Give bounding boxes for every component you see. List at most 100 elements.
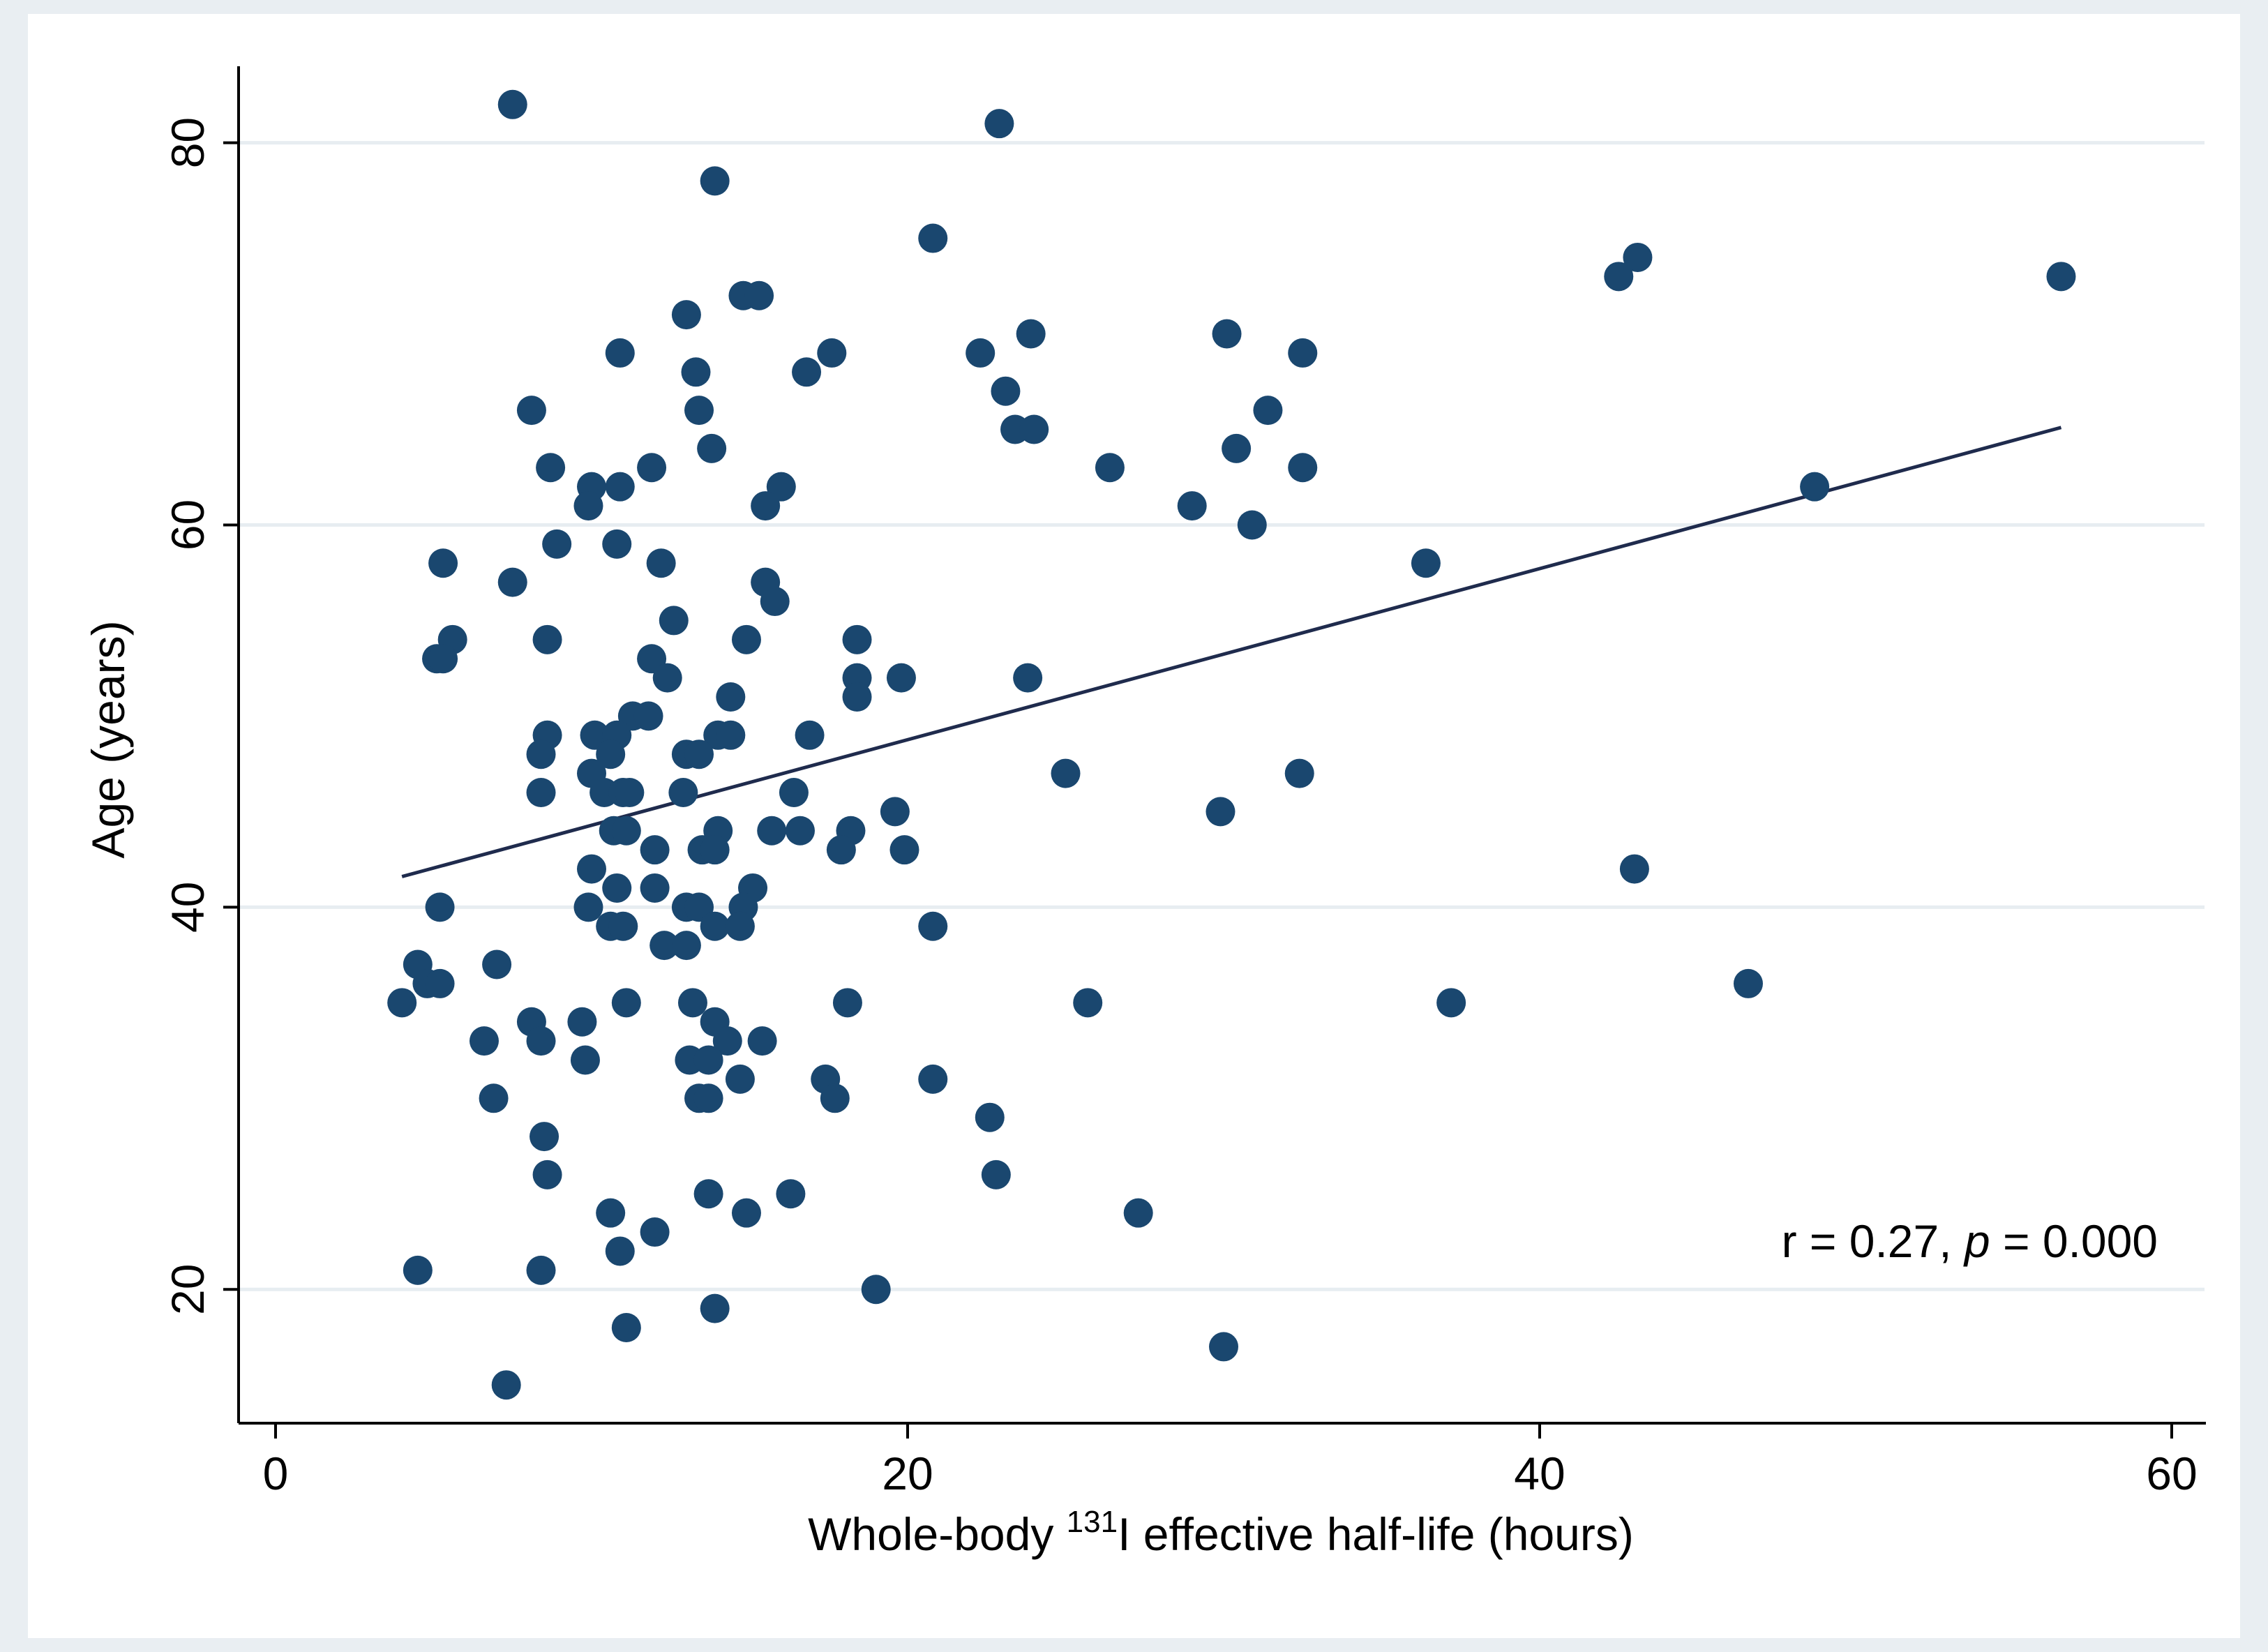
data-point-97: [640, 873, 670, 903]
data-point-110: [671, 931, 701, 961]
data-point-87: [785, 816, 815, 846]
data-point-138: [820, 1083, 850, 1113]
data-point-9: [671, 300, 701, 330]
y-axis-label: Age (years): [82, 620, 134, 858]
data-point-27: [637, 453, 667, 483]
x-axis-label: Whole-body 131I effective half-life (hou…: [808, 1505, 1634, 1560]
data-point-99: [425, 892, 455, 922]
data-point-92: [826, 835, 856, 865]
data-point-15: [1212, 319, 1242, 349]
annotation-prefix: r = 0.27,: [1782, 1215, 1965, 1267]
data-point-84: [611, 816, 641, 846]
data-point-145: [596, 1198, 626, 1228]
data-point-74: [1284, 758, 1314, 788]
data-point-137: [693, 1083, 723, 1113]
x-axis-label-superscript: 131: [1067, 1505, 1118, 1539]
data-point-155: [1209, 1332, 1238, 1362]
data-point-36: [1177, 491, 1207, 521]
data-point-144: [776, 1179, 806, 1209]
data-point-41: [646, 548, 676, 578]
data-point-61: [633, 701, 663, 731]
data-point-69: [596, 739, 626, 769]
data-point-81: [880, 797, 910, 827]
data-point-106: [700, 911, 730, 941]
data-point-1: [984, 109, 1014, 139]
data-point-26: [536, 453, 566, 483]
data-point-116: [387, 988, 417, 1018]
data-point-10: [605, 338, 635, 368]
data-point-105: [608, 911, 638, 941]
data-point-93: [889, 835, 919, 865]
data-point-14: [1016, 319, 1046, 349]
data-point-95: [577, 854, 606, 884]
data-point-3: [918, 223, 948, 253]
data-point-129: [570, 1045, 600, 1075]
data-point-35: [751, 491, 781, 521]
data-point-58: [716, 682, 746, 712]
data-point-29: [1288, 453, 1318, 483]
data-point-135: [479, 1083, 509, 1113]
data-point-39: [602, 529, 632, 559]
x-tick-label-60: 60: [2146, 1448, 2197, 1499]
data-point-91: [700, 835, 730, 865]
data-point-34: [573, 491, 603, 521]
data-point-156: [491, 1370, 521, 1400]
data-point-153: [700, 1293, 730, 1323]
data-point-46: [659, 606, 689, 636]
data-point-89: [640, 835, 670, 865]
data-point-43: [497, 567, 527, 597]
data-point-82: [1206, 797, 1236, 827]
data-point-154: [611, 1313, 641, 1343]
x-tick-label-20: 20: [882, 1448, 933, 1499]
data-point-140: [530, 1122, 560, 1152]
data-point-75: [526, 777, 556, 807]
data-point-112: [482, 949, 512, 979]
tick-labels: 20 40 60 80 0 20 40 60: [162, 117, 2198, 1499]
data-point-142: [981, 1159, 1011, 1189]
data-point-59: [842, 682, 872, 712]
data-point-96: [602, 873, 632, 903]
data-point-109: [649, 931, 679, 961]
data-point-2: [700, 166, 730, 196]
x-axis-label-prefix: Whole-body: [808, 1508, 1067, 1560]
data-point-6: [2046, 262, 2076, 292]
data-point-68: [526, 739, 556, 769]
x-axis-label-suffix: I effective half-life (hours): [1118, 1508, 1634, 1560]
data-point-50: [842, 624, 872, 654]
data-point-23: [1019, 414, 1049, 444]
correlation-annotation: r = 0.27, p = 0.000: [1782, 1215, 2158, 1267]
data-point-94: [1619, 854, 1649, 884]
data-point-147: [1123, 1198, 1153, 1228]
data-point-33: [1800, 472, 1830, 502]
data-point-132: [725, 1064, 755, 1094]
data-point-25: [1222, 433, 1252, 463]
data-point-24: [697, 433, 727, 463]
data-point-12: [966, 338, 996, 368]
data-point-80: [779, 777, 809, 807]
data-point-8: [744, 280, 774, 310]
data-point-148: [640, 1217, 670, 1247]
data-point-49: [731, 624, 761, 654]
data-point-146: [731, 1198, 761, 1228]
data-point-19: [516, 396, 546, 426]
data-point-16: [681, 357, 711, 387]
annotation-p-italic: p: [1963, 1215, 1990, 1267]
data-point-42: [1411, 548, 1441, 578]
data-point-17: [792, 357, 822, 387]
data-point-38: [542, 529, 572, 559]
data-point-66: [716, 720, 746, 750]
data-point-114: [425, 968, 455, 998]
data-point-134: [918, 1064, 948, 1094]
data-point-0: [497, 89, 527, 119]
data-point-117: [611, 988, 641, 1018]
data-point-20: [684, 396, 714, 426]
y-tick-label-80: 80: [162, 117, 213, 168]
data-point-121: [1436, 988, 1466, 1018]
data-point-151: [605, 1236, 635, 1266]
data-point-107: [725, 911, 755, 941]
data-point-48: [532, 624, 562, 654]
data-point-56: [886, 663, 916, 693]
data-point-128: [747, 1026, 777, 1056]
